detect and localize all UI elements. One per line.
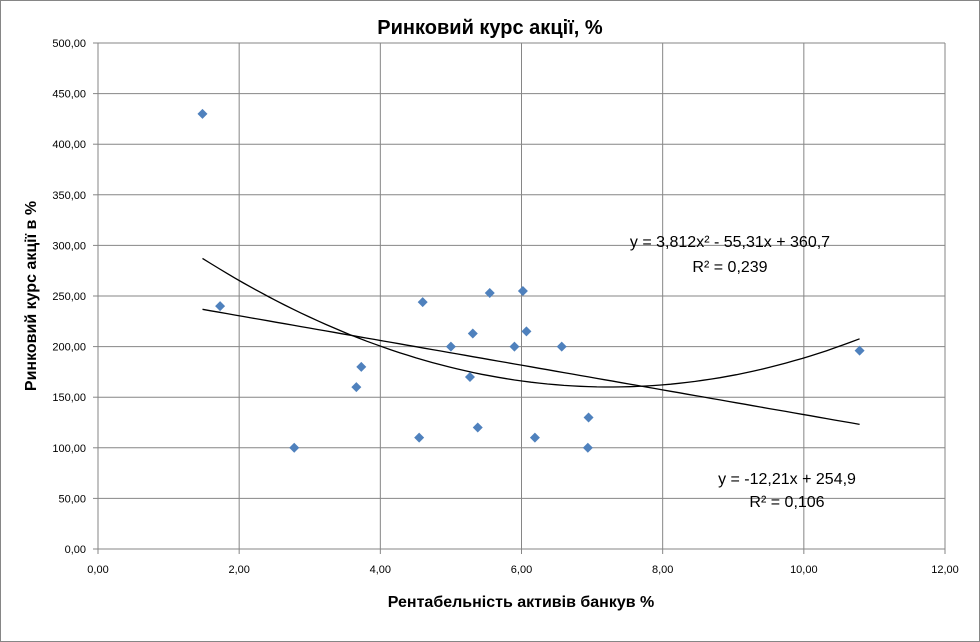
data-point xyxy=(356,361,367,372)
y-tick-label: 300,00 xyxy=(52,240,86,252)
y-tick-label: 0,00 xyxy=(65,544,86,556)
data-point xyxy=(414,432,425,443)
trendlines xyxy=(202,257,860,426)
data-point xyxy=(417,297,428,308)
y-axis-label: Ринковий курс акції в % xyxy=(23,201,40,391)
poly-r2: R² = 0,239 xyxy=(692,259,767,276)
x-tick-label: 2,00 xyxy=(228,564,249,576)
y-tick-label: 350,00 xyxy=(52,190,86,202)
data-point xyxy=(484,287,495,298)
data-point xyxy=(351,382,362,393)
y-tick-label: 100,00 xyxy=(52,443,86,455)
gridlines xyxy=(93,42,946,554)
y-tick-label: 450,00 xyxy=(52,89,86,101)
linear-equation: y = -12,21x + 254,9 xyxy=(718,471,856,488)
data-point xyxy=(467,328,478,339)
data-point xyxy=(556,341,567,352)
chart-title: Ринковий курс акції, % xyxy=(377,17,603,39)
x-tick-label: 8,00 xyxy=(652,564,673,576)
data-point xyxy=(521,326,532,337)
data-point xyxy=(197,108,208,119)
y-tick-label: 400,00 xyxy=(52,139,86,151)
x-tick-label: 10,00 xyxy=(790,564,818,576)
x-tick-label: 0,00 xyxy=(87,564,108,576)
y-tick-label: 500,00 xyxy=(52,38,86,50)
x-tick-label: 6,00 xyxy=(511,564,532,576)
data-point xyxy=(289,442,300,453)
data-point xyxy=(583,412,594,423)
data-point xyxy=(509,341,520,352)
y-tick-label: 200,00 xyxy=(52,342,86,354)
data-point xyxy=(472,422,483,433)
y-tick-label: 50,00 xyxy=(58,493,86,505)
data-point xyxy=(464,371,475,382)
polynomial-trendline xyxy=(202,257,860,388)
y-tick-label: 250,00 xyxy=(52,291,86,303)
data-points xyxy=(197,108,865,453)
linear-r2: R² = 0,106 xyxy=(749,494,824,511)
tick-labels: 0,00 2,00 4,00 6,00 8,00 10,00 12,00 0,00 50,00 1… xyxy=(52,38,958,576)
poly-equation: y = 3,812x² - 55,31x + 360,7 xyxy=(630,234,830,251)
data-point xyxy=(854,345,865,356)
data-point xyxy=(529,432,540,443)
linear-trendline xyxy=(202,308,860,426)
y-tick-label: 150,00 xyxy=(52,392,86,404)
data-point xyxy=(582,442,593,453)
x-tick-label: 12,00 xyxy=(931,564,959,576)
data-point xyxy=(517,285,528,296)
data-point xyxy=(445,341,456,352)
x-tick-label: 4,00 xyxy=(370,564,391,576)
x-axis-label: Рентабельність активів банкув % xyxy=(388,594,654,611)
data-point xyxy=(215,301,226,312)
